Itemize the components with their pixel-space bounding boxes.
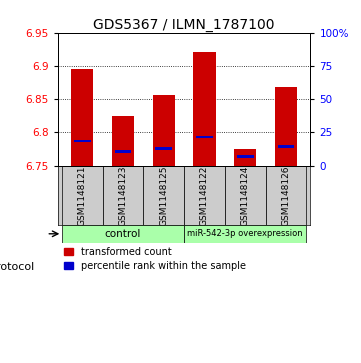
Bar [114, 151, 131, 153]
Text: GSM1148123: GSM1148123 [118, 165, 127, 225]
Bar [184, 225, 306, 243]
Bar [62, 225, 184, 243]
Legend: transformed count, percentile rank within the sample: transformed count, percentile rank withi… [62, 246, 247, 272]
Text: GSM1148126: GSM1148126 [282, 165, 291, 225]
Bar [266, 166, 306, 225]
Bar [225, 166, 266, 225]
Bar [275, 87, 297, 166]
Bar [71, 69, 93, 166]
Bar [155, 147, 172, 150]
Text: GSM1148124: GSM1148124 [241, 165, 250, 225]
Text: protocol: protocol [0, 262, 34, 272]
Text: GSM1148121: GSM1148121 [78, 165, 87, 225]
Bar [62, 166, 103, 225]
Bar [153, 95, 175, 166]
Title: GDS5367 / ILMN_1787100: GDS5367 / ILMN_1787100 [93, 18, 275, 32]
Text: GSM1148122: GSM1148122 [200, 165, 209, 225]
Bar [112, 116, 134, 166]
Text: control: control [105, 229, 141, 239]
Bar [184, 166, 225, 225]
Bar [103, 166, 143, 225]
Text: GSM1148125: GSM1148125 [159, 165, 168, 225]
Bar [193, 52, 216, 166]
Bar [143, 166, 184, 225]
Bar [237, 155, 254, 158]
Bar [196, 136, 213, 139]
Bar [278, 145, 295, 148]
Bar [74, 140, 91, 143]
Bar [234, 149, 256, 166]
Text: miR-542-3p overexpression: miR-542-3p overexpression [187, 229, 303, 238]
